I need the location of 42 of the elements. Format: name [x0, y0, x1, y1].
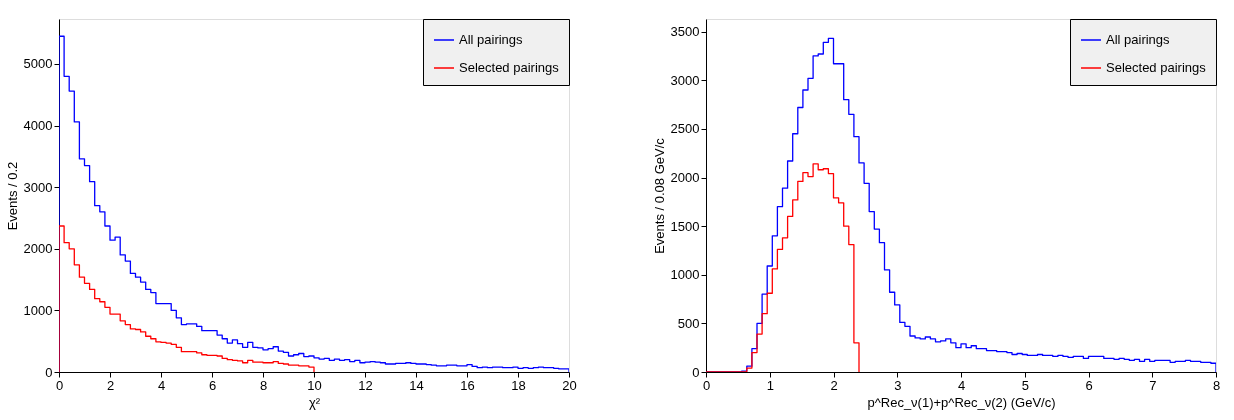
y-tick-label: 1500 [670, 218, 700, 234]
x-tick-label: 2 [106, 377, 115, 393]
x-tick-label: 8 [259, 377, 268, 393]
y-tick-label: 2000 [23, 241, 53, 257]
y-tick-label: 3500 [670, 24, 700, 40]
y-tick-label: 2500 [670, 121, 700, 137]
x-tick-label: 10 [307, 377, 322, 393]
x-tick-label: 12 [358, 377, 373, 393]
y-tick-label: 3000 [23, 179, 53, 195]
x-tick-label: 0 [55, 377, 64, 393]
y-tick-label: 0 [45, 364, 53, 380]
x-tick-label: 4 [957, 377, 966, 393]
legend-label: All pairings [1106, 32, 1171, 47]
x-tick-label: 1 [766, 377, 774, 393]
x-tick-label: 0 [702, 377, 711, 393]
y-axis-title: Events / 0.08 GeV/c [651, 137, 667, 254]
x-tick-label: 14 [409, 377, 424, 393]
y-tick-label: 500 [677, 315, 700, 331]
y-tick-label: 2000 [670, 170, 700, 186]
x-tick-label: 18 [511, 377, 526, 393]
y-tick-label: 1000 [23, 302, 53, 318]
x-tick-label: 3 [894, 377, 902, 393]
x-tick-label: 6 [208, 377, 217, 393]
y-tick-label: 4000 [23, 118, 53, 134]
y-tick-label: 3000 [670, 72, 700, 88]
x-tick-label: 2 [830, 377, 838, 393]
x-tick-label: 20 [562, 377, 577, 393]
x-axis-title: χ² [308, 394, 321, 410]
x-tick-label: 6 [1085, 377, 1093, 393]
x-tick-label: 8 [1212, 377, 1221, 393]
x-tick-label: 5 [1021, 377, 1029, 393]
y-tick-label: 1000 [670, 267, 700, 283]
legend-label: Selected pairings [1106, 60, 1207, 75]
x-tick-label: 4 [157, 377, 166, 393]
y-tick-label: 5000 [23, 56, 53, 72]
x-tick-label: 7 [1149, 377, 1157, 393]
x-tick-label: 16 [460, 377, 475, 393]
legend-label: All pairings [459, 32, 524, 47]
y-tick-label: 0 [692, 364, 700, 380]
x-axis-title: p^Rec_ν(1)+p^Rec_ν(2) (GeV/c) [867, 394, 1056, 410]
y-axis-title: Events / 0.2 [4, 161, 20, 231]
legend-label: Selected pairings [459, 60, 560, 75]
